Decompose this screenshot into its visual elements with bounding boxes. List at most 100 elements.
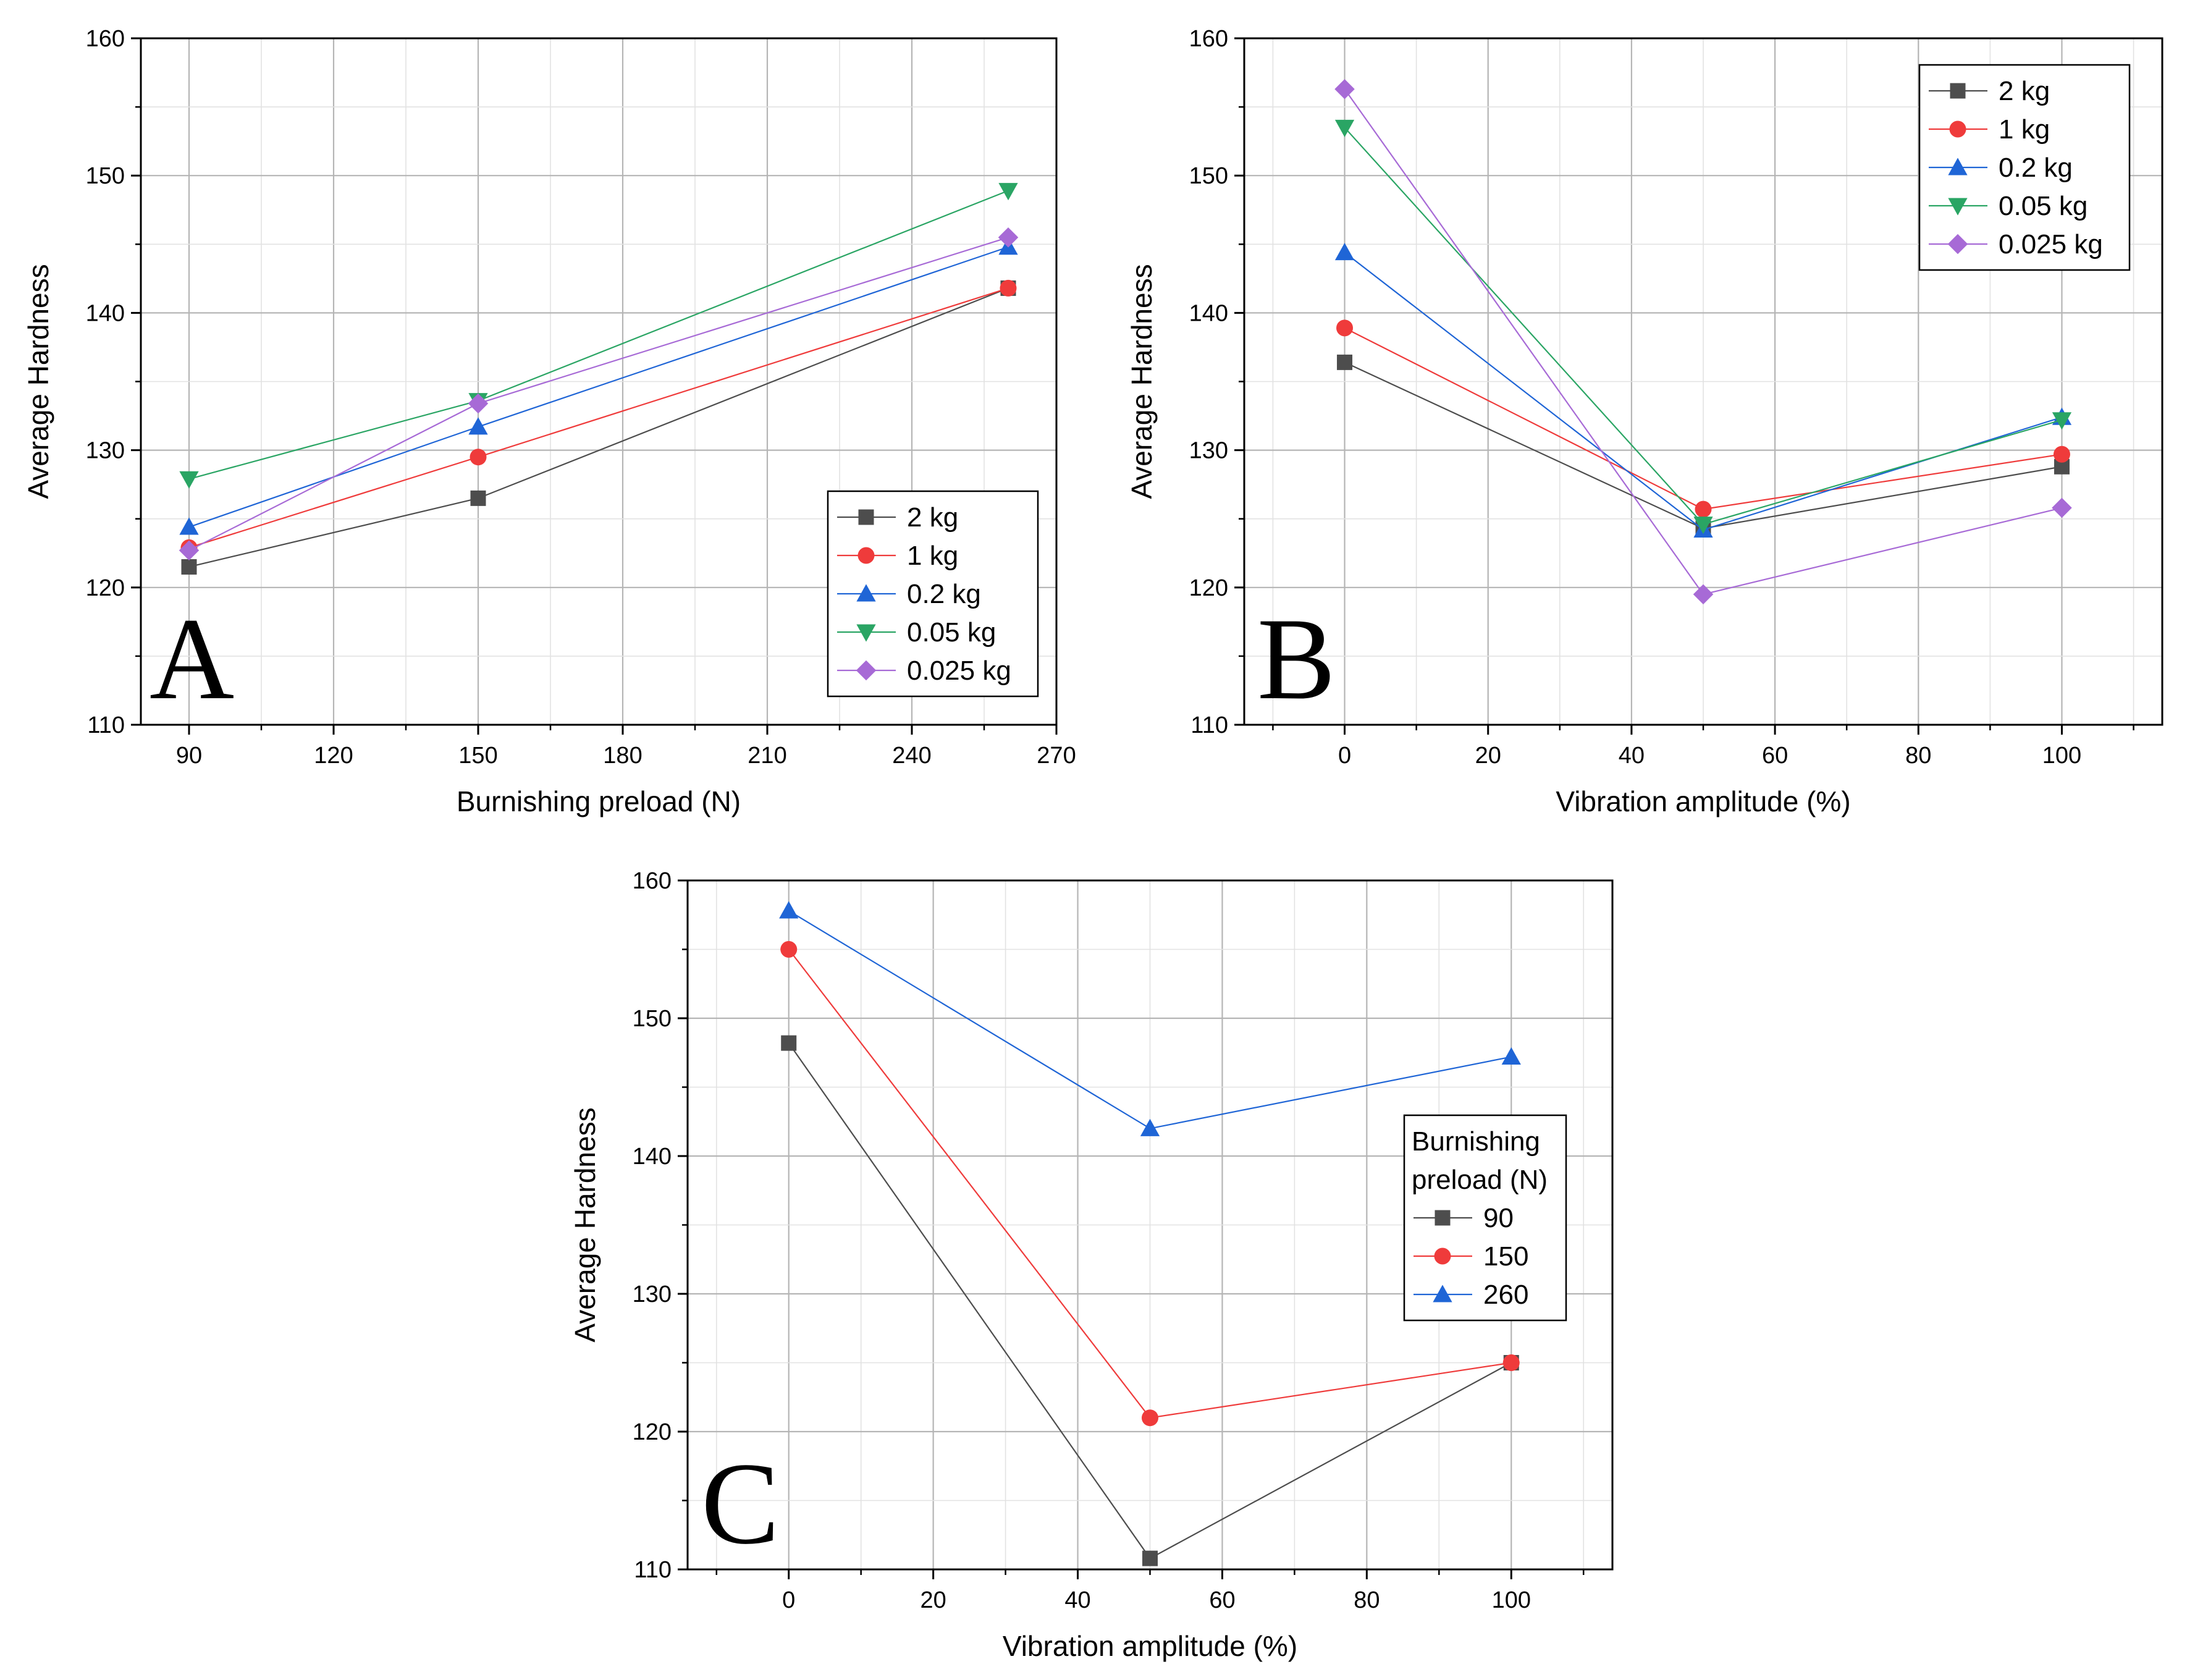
x-tick-label: 150 bbox=[458, 743, 497, 769]
chart-panel-c: 0 20 40 60 80 100 110 120 130 140 150 160 Vibration … bbox=[569, 868, 1614, 1662]
y-tick-label: 160 bbox=[633, 868, 672, 894]
x-tick-label: 20 bbox=[921, 1587, 946, 1613]
data-point-0-025-kg bbox=[998, 227, 1019, 248]
y-tick-label: 140 bbox=[86, 300, 125, 326]
legend-swatch-marker bbox=[856, 660, 877, 681]
legend-entry-0-025-kg: 0.025 kg bbox=[1999, 229, 2103, 260]
data-point-0-2-kg bbox=[1334, 243, 1355, 261]
data-point-0-05-kg bbox=[2052, 412, 2072, 430]
y-tick-label: 130 bbox=[633, 1281, 672, 1307]
y-tick-label: 150 bbox=[633, 1006, 672, 1032]
legend: 2 kg 1 kg 0.2 kg 0.05 kg 0.025 kg bbox=[1918, 64, 2131, 271]
legend-swatch-marker bbox=[1950, 83, 1966, 99]
x-tick-label: 40 bbox=[1619, 743, 1645, 769]
data-point-0-2-kg bbox=[179, 517, 199, 535]
data-point-150 bbox=[1502, 1354, 1520, 1371]
legend-swatch-marker bbox=[1434, 1247, 1451, 1265]
ticks bbox=[1234, 37, 2134, 735]
data-point-260 bbox=[1501, 1047, 1521, 1065]
legend-entry-0-05-kg: 0.05 kg bbox=[907, 617, 996, 648]
x-tick-label: 120 bbox=[314, 743, 353, 769]
legend-entry-1-kg: 1 kg bbox=[907, 541, 958, 571]
legend-entry-0-025-kg: 0.025 kg bbox=[907, 656, 1011, 686]
legend-entry-2-kg: 2 kg bbox=[907, 502, 958, 533]
legend: Burnishing preload (N) 90 150 260 bbox=[1403, 1114, 1567, 1322]
data-point-0-025-kg bbox=[468, 393, 489, 414]
x-tick-label: 80 bbox=[1354, 1587, 1380, 1613]
data-point-90 bbox=[1142, 1550, 1158, 1566]
y-tick-label: 140 bbox=[1189, 300, 1228, 326]
data-point-0-025-kg bbox=[1334, 78, 1355, 99]
legend-swatch-marker bbox=[1948, 158, 1968, 175]
x-tick-label: 240 bbox=[892, 743, 931, 769]
legend-swatch-marker bbox=[1947, 234, 1968, 255]
legend-swatch-marker bbox=[1433, 1285, 1452, 1302]
y-axis-label: Average Hardness bbox=[1126, 264, 1158, 499]
y-axis-label: Average Hardness bbox=[569, 1107, 601, 1342]
y-tick-label: 150 bbox=[86, 163, 125, 189]
y-tick-label: 160 bbox=[1189, 26, 1228, 52]
x-tick-label: 40 bbox=[1064, 1587, 1090, 1613]
x-tick-label: 180 bbox=[603, 743, 642, 769]
data-point-0-2-kg bbox=[468, 417, 488, 435]
x-tick-label: 60 bbox=[1209, 1587, 1235, 1613]
x-tick-label: 100 bbox=[1492, 1587, 1531, 1613]
y-tick-label: 120 bbox=[633, 1419, 672, 1445]
data-point-260 bbox=[1140, 1118, 1160, 1136]
x-axis-label: Vibration amplitude (%) bbox=[1003, 1630, 1297, 1662]
ticks bbox=[131, 37, 1058, 735]
data-point-2-kg bbox=[470, 490, 486, 506]
y-tick-label: 110 bbox=[634, 1557, 672, 1583]
x-tick-label: 0 bbox=[1338, 743, 1351, 769]
ticks bbox=[678, 879, 1585, 1579]
x-axis-label: Burnishing preload (N) bbox=[457, 785, 741, 817]
chart-panel-b: 0 20 40 60 80 100 110 120 130 140 150 160 Vibration … bbox=[1126, 26, 2163, 817]
data-point-0-025-kg bbox=[2052, 497, 2072, 518]
x-tick-label: 60 bbox=[1762, 743, 1788, 769]
legend-entry-90: 90 bbox=[1483, 1203, 1514, 1233]
data-point-0-025-kg bbox=[1693, 584, 1714, 605]
x-tick-label: 270 bbox=[1037, 743, 1076, 769]
legend-swatch-marker bbox=[858, 509, 874, 525]
y-tick-label: 120 bbox=[86, 575, 125, 601]
y-tick-label: 130 bbox=[86, 438, 125, 464]
series-150 bbox=[780, 941, 1520, 1427]
legend-entry-260: 260 bbox=[1483, 1280, 1528, 1310]
y-tick-label: 120 bbox=[1189, 575, 1228, 601]
data-point-260 bbox=[779, 901, 799, 919]
data-point-0-05-kg bbox=[998, 183, 1018, 201]
legend-entry-0-2-kg: 0.2 kg bbox=[1999, 153, 2073, 183]
data-point-1-kg bbox=[470, 449, 487, 466]
panel-letter: A bbox=[150, 594, 234, 724]
legend: 2 kg 1 kg 0.2 kg 0.05 kg 0.025 kg bbox=[827, 490, 1039, 698]
x-tick-label: 20 bbox=[1475, 743, 1501, 769]
data-point-0-05-kg bbox=[1693, 517, 1713, 534]
data-point-1-kg bbox=[1000, 279, 1017, 297]
y-tick-label: 110 bbox=[1190, 712, 1228, 738]
series-0-05-kg bbox=[1334, 119, 2072, 534]
legend-title: preload (N) bbox=[1412, 1165, 1548, 1195]
y-tick-label: 110 bbox=[87, 712, 125, 738]
x-tick-label: 0 bbox=[782, 1587, 795, 1613]
data-point-0-05-kg bbox=[179, 471, 199, 489]
legend-swatch-marker bbox=[1949, 120, 1966, 138]
y-tick-label: 130 bbox=[1189, 438, 1228, 464]
x-tick-label: 100 bbox=[2042, 743, 2081, 769]
data-point-1-kg bbox=[2053, 445, 2070, 463]
x-tick-label: 80 bbox=[1905, 743, 1931, 769]
y-tick-label: 160 bbox=[86, 26, 125, 52]
x-tick-label: 90 bbox=[176, 743, 202, 769]
series-0-025-kg bbox=[1334, 78, 2072, 605]
panel-letter: C bbox=[701, 1439, 780, 1569]
series-1-kg bbox=[180, 279, 1017, 556]
legend-entry-0-05-kg: 0.05 kg bbox=[1999, 191, 2088, 221]
x-axis-label: Vibration amplitude (%) bbox=[1556, 785, 1850, 817]
data-point-150 bbox=[1142, 1409, 1158, 1427]
data-point-0-025-kg bbox=[179, 540, 200, 561]
series-1-kg bbox=[1336, 319, 2070, 518]
legend-entry-0-2-kg: 0.2 kg bbox=[907, 579, 981, 609]
chart-panel-a: 90 120 150 180 210 240 270 110 120 130 140 150 160 Bu… bbox=[22, 26, 1076, 817]
data-point-2-kg bbox=[181, 559, 197, 575]
legend-swatch-marker bbox=[856, 624, 876, 642]
